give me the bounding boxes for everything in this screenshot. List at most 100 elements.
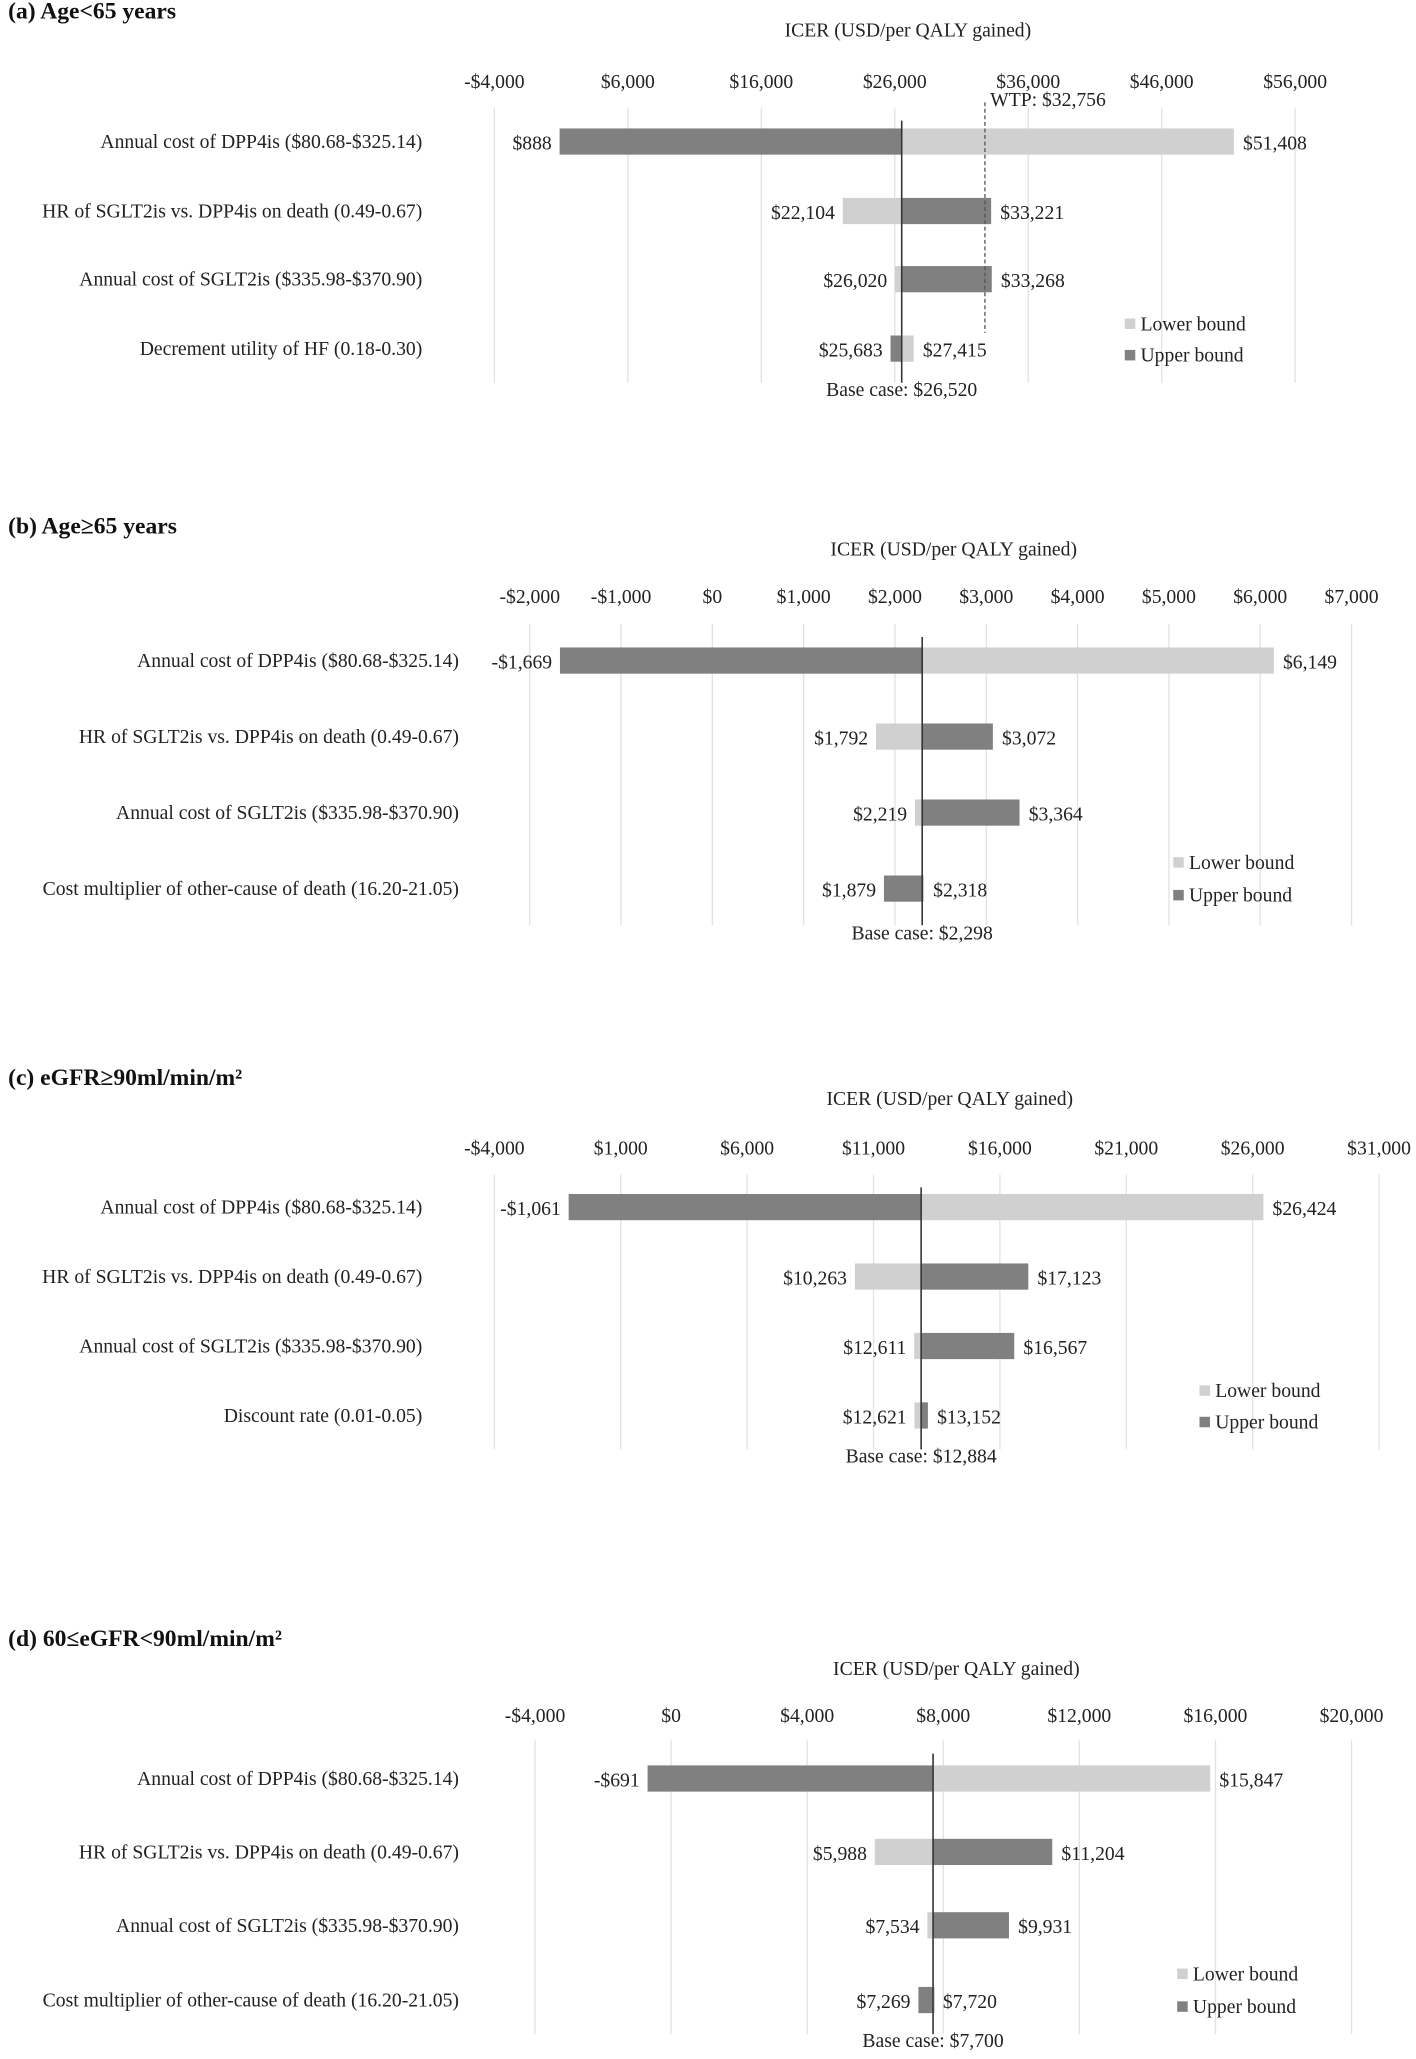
- legend-label: Lower bound: [1189, 852, 1294, 874]
- lower-bound-bar: [874, 1838, 934, 1866]
- x-axis-label: ICER (USD/per QALY gained): [827, 1088, 1074, 1110]
- base-case-label: Base case: $2,298: [852, 923, 993, 945]
- value-label-right: $26,424: [1273, 1198, 1337, 1220]
- upper-bound-bar: [568, 1193, 922, 1221]
- value-label-right: $15,847: [1219, 1769, 1283, 1791]
- x-axis-label: ICER (USD/per QALY gained): [830, 539, 1077, 561]
- value-label-left: $888: [512, 132, 551, 154]
- tick-label: $4,000: [780, 1705, 834, 1727]
- lower-bound-bar: [914, 1402, 922, 1429]
- tick-label: $1,000: [777, 586, 831, 608]
- lower-bound-bar: [933, 1986, 936, 2014]
- upper-bound-bar: [883, 875, 923, 902]
- upper-bound-bar: [933, 1912, 1009, 1939]
- row-label: Decrement utility of HF (0.18-0.30): [140, 338, 423, 360]
- upper-bound-bar: [901, 266, 992, 293]
- base-case-label: Base case: $26,520: [826, 379, 977, 401]
- legend-label: Lower bound: [1193, 1963, 1298, 1985]
- legend-lower-swatch: [1199, 1385, 1210, 1396]
- legend-lower-swatch: [1124, 318, 1136, 329]
- tick-label: $56,000: [1263, 71, 1327, 93]
- row-label: Annual cost of DPP4is ($80.68-$325.14): [100, 131, 422, 153]
- lower-bound-bar: [842, 197, 902, 225]
- legend-label: Lower bound: [1215, 1380, 1320, 1402]
- row-label: HR of SGLT2is vs. DPP4is on death (0.49-…: [79, 1841, 459, 1863]
- lower-bound-bar: [901, 335, 914, 362]
- x-axis-label: ICER (USD/per QALY gained): [833, 1658, 1080, 1680]
- base-case-label: Base case: $12,884: [846, 1446, 997, 1468]
- value-label-right: $9,931: [1018, 1916, 1072, 1938]
- value-label-right: $27,415: [923, 339, 987, 361]
- upper-bound-bar: [933, 1838, 1053, 1866]
- row-label: Annual cost of DPP4is ($80.68-$325.14): [137, 650, 459, 672]
- value-label-right: $11,204: [1061, 1843, 1124, 1865]
- value-label-left: -$691: [594, 1769, 640, 1791]
- legend-upper-swatch: [1177, 2001, 1188, 2012]
- lower-bound-bar: [914, 1332, 922, 1360]
- upper-bound-bar: [921, 1263, 1029, 1290]
- value-label-left: $7,534: [866, 1916, 920, 1938]
- value-label-left: $7,269: [857, 1991, 911, 2013]
- upper-bound-bar: [559, 128, 902, 155]
- tick-label: -$2,000: [499, 586, 560, 608]
- tick-label: $36,000: [996, 71, 1060, 93]
- legend-upper-swatch: [1173, 889, 1184, 901]
- tick-label: $26,000: [1221, 1138, 1285, 1160]
- value-label-right: $33,221: [1000, 202, 1064, 224]
- row-label: HR of SGLT2is vs. DPP4is on death (0.49-…: [42, 201, 422, 223]
- tick-label: $1,000: [594, 1138, 648, 1160]
- value-label-left: $5,988: [813, 1843, 867, 1865]
- tick-label: -$4,000: [464, 71, 525, 93]
- lower-bound-bar: [922, 647, 1274, 674]
- upper-bound-bar: [922, 723, 993, 750]
- lower-bound-bar: [901, 128, 1234, 155]
- row-label: Discount rate (0.01-0.05): [224, 1405, 423, 1427]
- tick-label: $21,000: [1094, 1138, 1158, 1160]
- tick-label: $0: [661, 1705, 681, 1727]
- tick-label: $0: [703, 586, 723, 608]
- legend-lower-swatch: [1177, 1968, 1188, 1980]
- value-label-left: $1,792: [814, 727, 868, 749]
- tick-label: $16,000: [968, 1138, 1032, 1160]
- legend-upper-swatch: [1124, 349, 1136, 361]
- value-label-left: $2,219: [853, 803, 907, 825]
- panel-title: (d) 60≤eGFR<90ml/min/m²: [8, 1626, 282, 1652]
- legend-lower-swatch: [1173, 857, 1184, 868]
- upper-bound-bar: [901, 197, 992, 225]
- value-label-right: $7,720: [943, 1991, 997, 2013]
- value-label-right: $17,123: [1037, 1267, 1101, 1289]
- legend-upper-swatch: [1199, 1416, 1210, 1428]
- value-label-right: $6,149: [1283, 651, 1337, 673]
- value-label-left: $25,683: [819, 339, 883, 361]
- legend-label: Lower bound: [1141, 313, 1246, 335]
- lower-bound-bar: [895, 266, 902, 293]
- panel-title: (a) Age<65 years: [8, 0, 176, 24]
- lower-bound-bar: [854, 1263, 922, 1290]
- tick-label: $6,000: [1233, 586, 1287, 608]
- x-axis-label: ICER (USD/per QALY gained): [785, 20, 1032, 42]
- upper-bound-bar: [647, 1765, 934, 1792]
- value-label-left: -$1,669: [492, 651, 553, 673]
- tick-label: $8,000: [916, 1705, 970, 1727]
- value-label-right: $33,268: [1001, 270, 1065, 292]
- tick-label: $6,000: [601, 71, 655, 93]
- row-label: Cost multiplier of other-cause of death …: [43, 1990, 459, 2012]
- tick-label: $6,000: [720, 1138, 774, 1160]
- tick-label: $4,000: [1051, 586, 1105, 608]
- tick-label: $7,000: [1325, 586, 1379, 608]
- value-label-left: -$1,061: [500, 1198, 561, 1220]
- legend-label: Upper bound: [1215, 1412, 1318, 1434]
- upper-bound-bar: [918, 1986, 934, 2014]
- panel-title: (c) eGFR≥90ml/min/m²: [8, 1065, 242, 1091]
- upper-bound-bar: [890, 335, 902, 362]
- upper-bound-bar: [559, 647, 923, 674]
- row-label: Cost multiplier of other-cause of death …: [43, 878, 459, 900]
- value-label-left: $22,104: [771, 202, 835, 224]
- lower-bound-bar: [927, 1912, 934, 1939]
- lower-bound-bar: [922, 875, 925, 902]
- row-label: Annual cost of SGLT2is ($335.98-$370.90): [79, 1336, 422, 1358]
- value-label-left: $12,621: [843, 1406, 907, 1428]
- row-label: Annual cost of DPP4is ($80.68-$325.14): [137, 1768, 459, 1790]
- wtp-label: WTP: $32,756: [990, 89, 1106, 111]
- row-label: Annual cost of SGLT2is ($335.98-$370.90): [116, 802, 459, 824]
